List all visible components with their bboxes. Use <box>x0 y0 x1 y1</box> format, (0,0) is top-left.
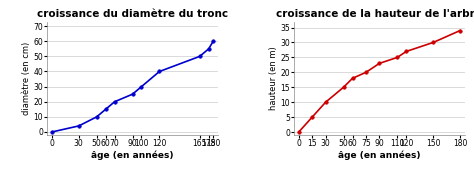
Y-axis label: diamètre (en cm): diamètre (en cm) <box>22 42 31 115</box>
Title: croissance de la hauteur de l'arbre: croissance de la hauteur de l'arbre <box>276 9 474 19</box>
X-axis label: âge (en années): âge (en années) <box>91 151 174 160</box>
Title: croissance du diamètre du tronc: croissance du diamètre du tronc <box>37 9 228 19</box>
Y-axis label: hauteur (en m): hauteur (en m) <box>269 46 278 110</box>
X-axis label: âge (en années): âge (en années) <box>338 151 420 160</box>
